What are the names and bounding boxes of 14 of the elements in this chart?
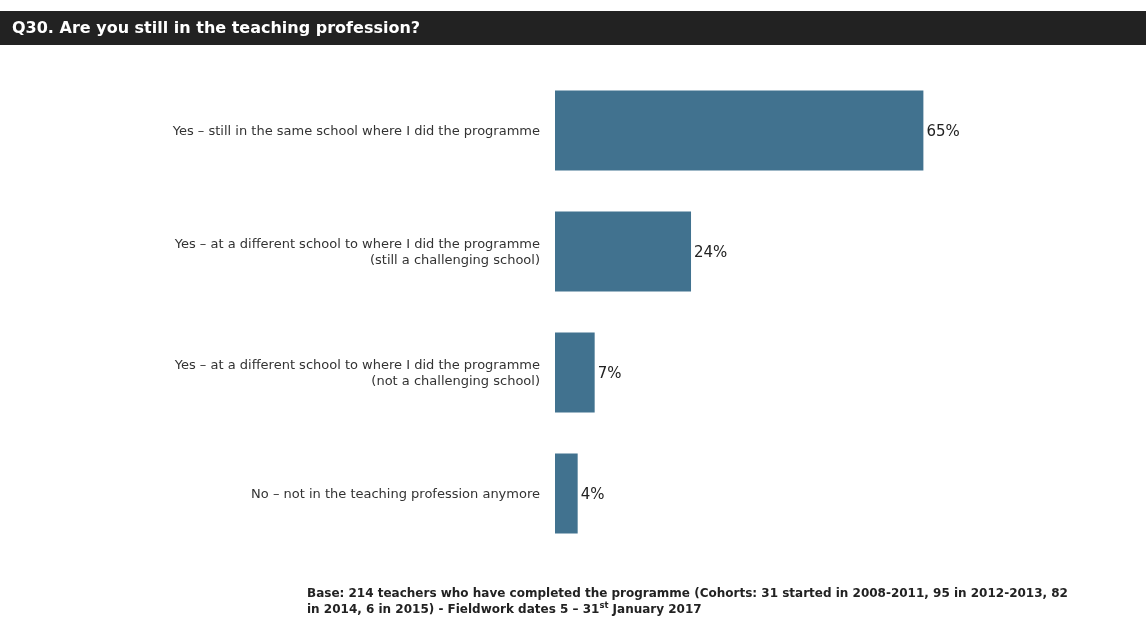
bar: [555, 90, 924, 171]
y-tick-label: Yes – still in the same school where I did the programme: [171, 123, 540, 139]
bar: [555, 211, 692, 292]
bar: [555, 332, 595, 413]
y-tick-label: Yes – at a different school to where I did the programme (not a challenging school): [173, 356, 540, 389]
bar: [555, 453, 578, 534]
data-label: 65%: [926, 121, 960, 140]
data-label: 7%: [597, 363, 622, 382]
data-label: 24%: [694, 242, 728, 261]
data-label: 4%: [580, 484, 605, 503]
y-tick-label: Yes – at a different school to where I did the programme (still a challenging school): [173, 235, 540, 268]
text: Base: 214 teachers who have completed the programme (Cohorts: 31 started in 2008-2011, 95 in 2012-2013, 82 in 2014, 6 in 2015) - Fieldwork dates 5 – 31$^{st}$ January 2017: [307, 586, 1068, 616]
y-tick-label: No – not in the teaching profession anymore: [251, 486, 540, 502]
text: Q30. Are you still in the teaching profession?: [12, 18, 421, 37]
